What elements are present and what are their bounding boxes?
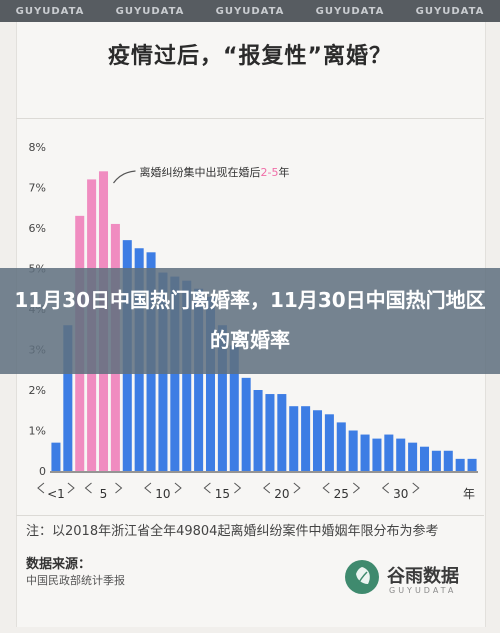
bar — [277, 394, 287, 471]
tick-chevron-right — [115, 482, 123, 494]
watermark-text: GUYUDATA — [215, 5, 285, 17]
source-title: 数据来源： — [26, 557, 92, 572]
annotation-label: 离婚纠纷集中出现在婚后2-5年 — [140, 165, 290, 179]
tick-chevron-left — [381, 482, 390, 494]
bar — [360, 434, 370, 471]
annotation-suffix: 年 — [278, 165, 289, 179]
bar — [443, 450, 453, 471]
tick-chevron-right — [234, 482, 242, 494]
tick-chevron-right — [352, 482, 361, 494]
bar — [229, 345, 239, 471]
headline-overlay: 11月30日中国热门离婚率，11月30日中国热门地区的离婚率 — [0, 268, 500, 374]
x-tick-label: 30 — [393, 487, 408, 501]
y-tick-label: 0 — [39, 465, 46, 478]
watermark-bar: GUYUDATA GUYUDATA GUYUDATA GUYUDATA GUYU… — [0, 0, 500, 22]
overlay-headline: 11月30日中国热门离婚率，11月30日中国热门地区的离婚率 — [14, 288, 486, 352]
logo-name: 谷雨数据 — [387, 566, 459, 587]
watermark-text: GUYUDATA — [15, 5, 85, 17]
x-tick-label: 5 — [100, 487, 108, 501]
tick-chevron-left — [144, 482, 152, 494]
bar — [63, 325, 73, 471]
y-tick-label: 2% — [29, 384, 46, 397]
watermark-text: GUYUDATA — [115, 5, 185, 17]
bar — [396, 438, 406, 471]
bar — [51, 442, 61, 471]
watermark-text: GUYUDATA — [315, 5, 385, 17]
bar — [312, 410, 323, 471]
bar — [419, 446, 430, 471]
bar — [182, 280, 192, 471]
annotation-pointer — [113, 170, 136, 184]
page-title: 疫情过后，“报复性”离婚？ — [108, 44, 392, 69]
bar — [301, 406, 311, 471]
tick-chevron-left — [37, 482, 45, 494]
bar — [265, 394, 275, 471]
tick-chevron-left — [84, 482, 92, 494]
leaf-glyph — [356, 567, 370, 587]
bar — [253, 390, 263, 471]
tick-chevron-right — [293, 482, 301, 494]
annotation: 离婚纠纷集中出现在婚后2-5年 — [113, 165, 290, 184]
divider — [16, 515, 484, 516]
y-tick-label: 8% — [29, 141, 46, 154]
annotation-highlight: 2-5 — [261, 166, 279, 179]
bar — [408, 442, 418, 471]
y-tick-label: 7% — [29, 182, 46, 195]
x-tick-label: 20 — [274, 487, 289, 501]
bar — [205, 296, 216, 471]
bar — [384, 434, 394, 471]
x-tick-label: 10 — [155, 487, 170, 501]
y-tick-label: 1% — [29, 425, 46, 438]
bar — [467, 458, 477, 471]
bar — [455, 458, 465, 471]
source-text: 中国民政部统计季报 — [26, 574, 125, 587]
bar — [324, 414, 334, 471]
bar — [372, 438, 382, 471]
y-tick-label: 6% — [29, 222, 46, 235]
watermark-text: GUYUDATA — [415, 5, 485, 17]
x-tick-label: <1 — [47, 487, 65, 501]
tick-chevron-right — [174, 482, 182, 494]
x-tick-label: 15 — [215, 487, 230, 501]
tick-chevron-left — [322, 482, 330, 494]
tick-chevron-right — [67, 482, 75, 494]
x-tick-label: 25 — [334, 487, 349, 501]
leaf-icon — [345, 560, 379, 594]
tick-chevron-left — [203, 482, 211, 494]
x-tick-label: 年 — [463, 487, 475, 501]
bar — [289, 406, 299, 471]
bar — [241, 377, 251, 471]
logo-en: GUYUDATA — [389, 586, 457, 595]
bar — [431, 450, 441, 471]
x-axis: <1 5 10 15 20 25 30 年 — [37, 471, 478, 501]
divider — [16, 118, 484, 119]
tick-chevron-right — [412, 482, 420, 494]
footnote: 注：以2018年浙江省全年49804起离婚纠纷案件中婚姻年限分布为参考 — [26, 524, 439, 539]
bar — [194, 288, 204, 471]
bar — [336, 422, 346, 471]
annotation-prefix: 离婚纠纷集中出现在婚后 — [140, 165, 261, 179]
bar — [348, 430, 358, 471]
bar — [217, 325, 227, 471]
tick-chevron-left — [263, 482, 271, 494]
brand-logo: 谷雨数据 GUYUDATA — [345, 560, 485, 600]
